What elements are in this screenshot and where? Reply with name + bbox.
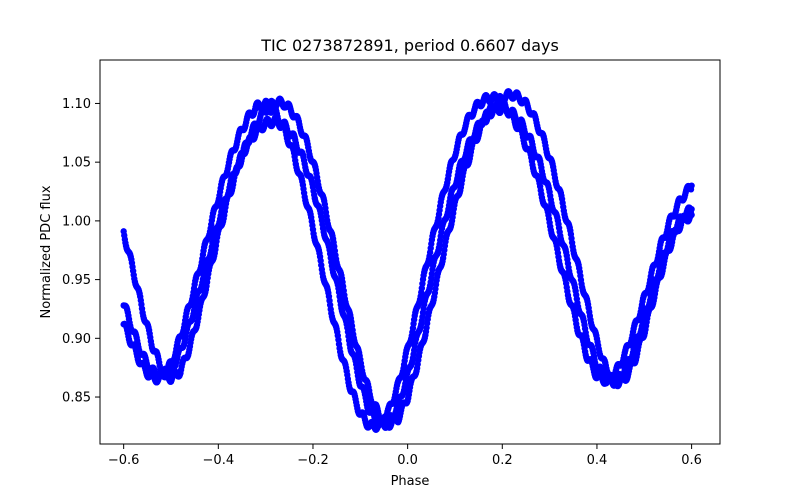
x-tick-label: 0.6 <box>681 453 702 468</box>
series-3 <box>120 101 695 431</box>
y-tick-label: 0.95 <box>62 273 91 288</box>
x-tick-label: −0.2 <box>297 453 329 468</box>
y-tick-label: 0.90 <box>62 332 91 347</box>
y-axis-label: Normalized PDC flux <box>39 185 54 318</box>
data-point <box>688 205 695 213</box>
x-tick-label: −0.6 <box>108 453 140 468</box>
x-tick-label: 0.0 <box>397 453 418 468</box>
y-tick-label: 0.85 <box>62 391 91 406</box>
data-points <box>120 88 695 433</box>
data-point <box>688 182 695 189</box>
x-tick-label: 0.4 <box>587 453 608 468</box>
plot-frame <box>99 59 721 445</box>
y-tick-label: 1.10 <box>62 97 91 112</box>
x-tick-label: 0.2 <box>492 453 513 468</box>
y-tick-label: 1.00 <box>62 214 91 229</box>
x-axis-ticks: −0.6 −0.4 −0.2 0.0 0.2 0.4 0.6 <box>108 444 702 468</box>
y-tick-label: 1.05 <box>62 156 91 171</box>
y-axis-ticks: 0.85 0.90 0.95 1.00 1.05 1.10 <box>62 97 100 406</box>
chart-title: TIC 0273872891, period 0.6607 days <box>260 36 559 55</box>
x-tick-label: −0.4 <box>203 453 235 468</box>
x-axis-label: Phase <box>391 474 430 489</box>
